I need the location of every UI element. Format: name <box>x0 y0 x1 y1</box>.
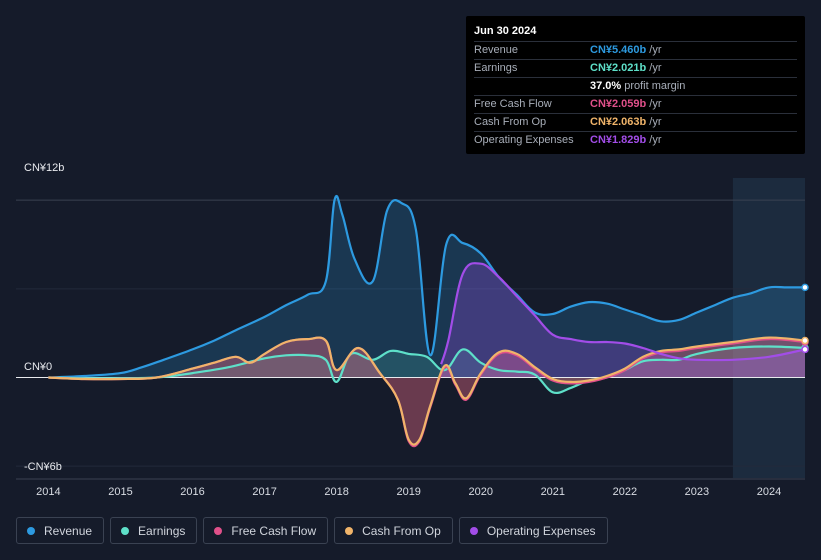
legend-label: Operating Expenses <box>486 523 596 538</box>
end-marker-revenue <box>801 283 809 292</box>
legend: Revenue Earnings Free Cash Flow Cash Fro… <box>16 517 608 544</box>
legend-dot-icon <box>121 526 130 535</box>
tooltip-value: CN¥2.063b <box>590 116 647 128</box>
tooltip-label <box>474 78 590 95</box>
x-tick-label: 2014 <box>36 486 60 498</box>
tooltip-label: Earnings <box>474 62 518 74</box>
tooltip-row-earnings: Earnings CN¥2.021b /yr <box>474 60 797 78</box>
legend-label: Cash From Op <box>362 523 441 538</box>
forecast-highlight-band <box>732 178 805 478</box>
x-tick-label: 2019 <box>396 486 420 498</box>
tooltip-date: Jun 30 2024 <box>474 24 797 42</box>
series-lines <box>48 194 806 448</box>
legend-label: Revenue <box>44 523 93 538</box>
x-tick-label: 2020 <box>469 486 493 498</box>
tooltip-unit: /yr <box>649 44 662 56</box>
series-areas <box>48 195 805 447</box>
tooltip-row-cash-from-op: Cash From Op CN¥2.063b /yr <box>474 114 797 132</box>
legend-item-cash-from-op[interactable]: Cash From Op <box>334 517 453 544</box>
legend-dot-icon <box>345 526 354 535</box>
tooltip-value: CN¥2.059b <box>590 98 647 110</box>
tooltip-label: Operating Expenses <box>474 134 574 146</box>
line-revenue <box>48 194 805 379</box>
area-operating-expenses <box>441 263 805 378</box>
tooltip-row-operating-expenses: Operating Expenses CN¥1.829b /yr <box>474 132 797 149</box>
line-cash-from-op <box>48 336 806 446</box>
x-tick-label: 2023 <box>685 486 709 498</box>
x-tick-label: 2016 <box>180 486 204 498</box>
legend-dot-icon <box>214 526 223 535</box>
tooltip-unit: /yr <box>649 134 662 146</box>
tooltip-value: 37.0% <box>590 80 622 92</box>
tooltip-unit: /yr <box>649 116 662 128</box>
x-tick-label: 2024 <box>757 486 781 498</box>
series-end-markers <box>801 283 809 354</box>
legend-label: Free Cash Flow <box>231 523 317 538</box>
legend-dot-icon <box>469 526 478 535</box>
end-marker-operating-expenses <box>801 345 809 354</box>
area-revenue <box>48 195 805 378</box>
tooltip-value: CN¥1.829b <box>590 134 647 146</box>
tooltip: Jun 30 2024 Revenue CN¥5.460b /yr Earnin… <box>466 16 805 154</box>
tooltip-unit: /yr <box>649 62 662 74</box>
legend-dot-icon <box>27 526 35 535</box>
tooltip-value: CN¥2.021b <box>590 62 647 74</box>
gridlines <box>16 199 805 467</box>
y-tick-label-bottom: -CN¥6b <box>24 461 62 473</box>
x-tick-labels: 2014 2015 2016 2017 2018 2019 2020 2021 2022 2023… <box>36 486 781 498</box>
tooltip-unit: /yr <box>649 98 662 110</box>
line-operating-expenses <box>440 262 806 365</box>
y-tick-label-zero: CN¥0 <box>24 361 52 373</box>
tooltip-label: Cash From Op <box>474 116 547 128</box>
tooltip-unit: profit margin <box>624 80 686 92</box>
tooltip-label: Revenue <box>474 44 519 56</box>
tooltip-label: Free Cash Flow <box>474 98 552 110</box>
area-earnings <box>48 346 805 393</box>
legend-item-revenue[interactable]: Revenue <box>16 517 105 544</box>
legend-item-operating-expenses[interactable]: Operating Expenses <box>458 517 608 544</box>
x-tick-label: 2022 <box>613 486 637 498</box>
x-tick-label: 2018 <box>324 486 348 498</box>
x-tick-label: 2017 <box>252 486 276 498</box>
y-tick-label-top: CN¥12b <box>24 162 64 174</box>
chart: CN¥12b CN¥0 -CN¥6b 2014 2015 2016 2017 2018 2… <box>16 162 809 498</box>
legend-item-free-cash-flow[interactable]: Free Cash Flow <box>203 517 329 544</box>
legend-item-earnings[interactable]: Earnings <box>110 517 198 544</box>
x-tick-label: 2021 <box>541 486 565 498</box>
tooltip-row-revenue: Revenue CN¥5.460b /yr <box>474 42 797 60</box>
x-tick-label: 2015 <box>108 486 132 498</box>
legend-label: Earnings <box>138 523 186 538</box>
tooltip-value: CN¥5.460b <box>590 44 647 56</box>
end-marker-cash-from-op <box>801 336 809 345</box>
tooltip-row-free-cash-flow: Free Cash Flow CN¥2.059b /yr <box>474 96 797 114</box>
tooltip-row-profit-margin: 37.0% profit margin <box>474 78 797 96</box>
